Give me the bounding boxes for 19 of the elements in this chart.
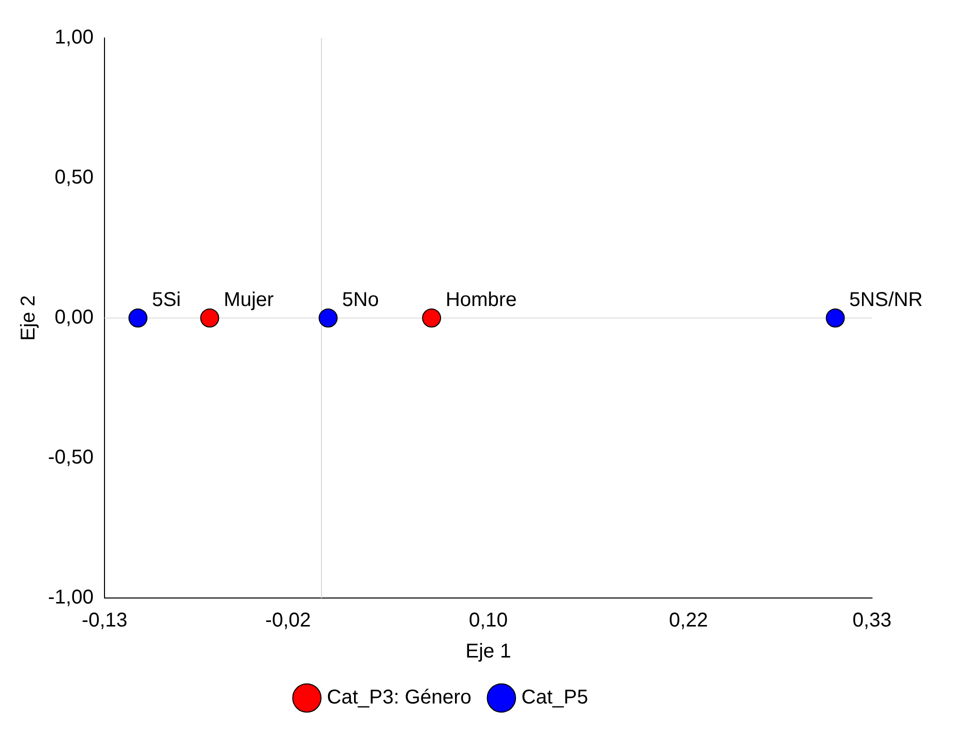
x-tick-label: 0,10 — [468, 610, 508, 632]
x-tick-label: -0,13 — [82, 610, 128, 632]
y-axis-title: Eje 2 — [18, 295, 40, 341]
annotation: Mujer — [224, 289, 274, 311]
legend-label: Cat_P3: Género — [326, 686, 472, 709]
legend-label: Cat_P5 — [521, 686, 588, 709]
y-tick-label: 0,50 — [54, 166, 94, 189]
x-tick-label: 0,33 — [852, 610, 892, 632]
y-tick-label: 1,00 — [54, 26, 94, 49]
y-tick-label: 0,00 — [54, 306, 94, 329]
annotation: Hombre — [446, 289, 517, 311]
y-tick-label: -0,50 — [48, 446, 94, 469]
x-axis-title: Eje 1 — [465, 640, 512, 663]
y-tick-label: -1,00 — [48, 586, 94, 609]
annotation: 5No — [342, 289, 379, 311]
x-tick-label: -0,02 — [265, 610, 311, 632]
annotation: 5Si — [152, 289, 181, 311]
x-tick-label: 0,22 — [669, 610, 708, 632]
annotation: 5NS/NR — [849, 289, 923, 311]
